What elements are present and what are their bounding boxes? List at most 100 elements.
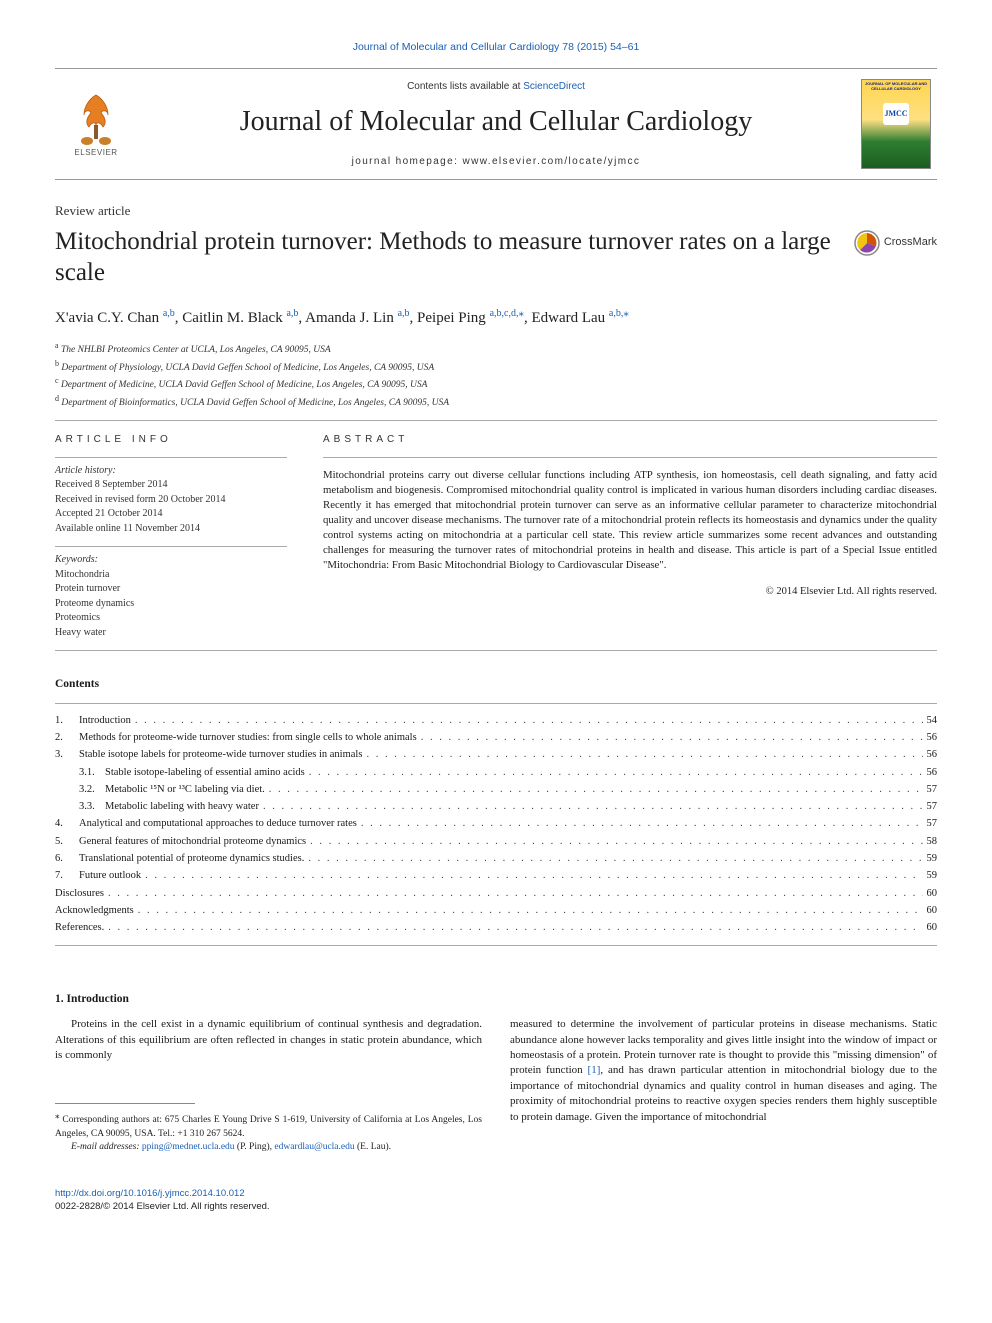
toc-row[interactable]: Acknowledgments 60 — [55, 902, 937, 919]
toc-text: Metabolic labeling with heavy water — [105, 798, 259, 815]
author: Caitlin M. Black a,b — [182, 310, 298, 326]
toc-text: Stable isotope labels for proteome-wide … — [79, 746, 362, 763]
article-info-block: article info Article history: Received 8… — [55, 433, 287, 640]
keyword: Heavy water — [55, 626, 287, 641]
toc-page: 56 — [923, 729, 938, 746]
ref-link-1[interactable]: [1] — [588, 1064, 601, 1076]
email-link[interactable]: edwardlau@ucla.edu — [274, 1142, 354, 1152]
table-of-contents: 1.Introduction 54 2.Methods for proteome-… — [55, 712, 937, 937]
homepage-url[interactable]: www.elsevier.com/locate/yjmcc — [462, 156, 640, 167]
page-footer: http://dx.doi.org/10.1016/j.yjmcc.2014.1… — [55, 1188, 937, 1214]
toc-row[interactable]: 3.3.Metabolic labeling with heavy water5… — [55, 798, 937, 815]
toc-text: Introduction — [79, 712, 131, 729]
toc-row[interactable]: 3.2.Metabolic ¹⁵N or ¹³C labeling via di… — [55, 781, 937, 798]
toc-page: 54 — [923, 712, 938, 729]
article-title: Mitochondrial protein turnover: Methods … — [55, 226, 836, 289]
toc-text: Disclosures — [55, 885, 104, 902]
toc-text: Translational potential of proteome dyna… — [79, 850, 304, 867]
toc-row[interactable]: 6.Translational potential of proteome dy… — [55, 850, 937, 867]
divider — [55, 650, 937, 651]
toc-text: Analytical and computational approaches … — [79, 815, 357, 832]
toc-row[interactable]: 1.Introduction 54 — [55, 712, 937, 729]
toc-dots — [305, 764, 923, 781]
keywords-label: Keywords: — [55, 553, 287, 567]
toc-text: Metabolic ¹⁵N or ¹³C labeling via diet. — [105, 781, 265, 798]
author: Peipei Ping a,b,c,d,⁎ — [417, 310, 524, 326]
toc-page: 57 — [923, 781, 938, 798]
section-1-heading: 1. Introduction — [55, 992, 937, 1008]
toc-num: 7. — [55, 867, 79, 884]
footer-left: http://dx.doi.org/10.1016/j.yjmcc.2014.1… — [55, 1188, 270, 1214]
toc-dots — [304, 850, 922, 867]
toc-dots — [104, 885, 923, 902]
toc-num: 3.1. — [55, 764, 105, 781]
toc-row[interactable]: 4.Analytical and computational approache… — [55, 815, 937, 832]
history-item: Accepted 21 October 2014 — [55, 507, 287, 522]
affiliations: a The NHLBI Proteomics Center at UCLA, L… — [55, 340, 937, 410]
email-who: (E. Lau) — [357, 1142, 389, 1152]
toc-num: 3. — [55, 746, 79, 763]
toc-page: 56 — [923, 746, 938, 763]
toc-text: Acknowledgments — [55, 902, 134, 919]
keyword: Proteomics — [55, 611, 287, 626]
body-columns: Proteins in the cell exist in a dynamic … — [55, 1017, 937, 1154]
article-type: Review article — [55, 202, 937, 220]
footnotes: ⁎ Corresponding authors at: 675 Charles … — [55, 1109, 482, 1154]
toc-row[interactable]: Disclosures60 — [55, 885, 937, 902]
crossmark-label: CrossMark — [884, 235, 937, 250]
toc-page: 58 — [923, 833, 938, 850]
toc-text: Stable isotope-labeling of essential ami… — [105, 764, 305, 781]
toc-dots — [417, 729, 923, 746]
author: X'avia C.Y. Chan a,b — [55, 310, 175, 326]
toc-page: 59 — [923, 850, 938, 867]
toc-dots — [259, 798, 923, 815]
sciencedirect-link[interactable]: ScienceDirect — [523, 81, 585, 92]
email-link[interactable]: pping@mednet.ucla.edu — [142, 1142, 235, 1152]
divider — [55, 945, 937, 946]
intro-para-col1: Proteins in the cell exist in a dynamic … — [55, 1017, 482, 1063]
abstract-text: Mitochondrial proteins carry out diverse… — [323, 468, 937, 574]
toc-row[interactable]: References.60 — [55, 919, 937, 936]
contents-prefix: Contents lists available at — [407, 81, 523, 92]
toc-row[interactable]: 3.1.Stable isotope-labeling of essential… — [55, 764, 937, 781]
footnote-rule — [55, 1103, 195, 1104]
author: Edward Lau a,b,⁎ — [531, 310, 628, 326]
toc-text: References. — [55, 919, 104, 936]
divider — [323, 457, 937, 458]
toc-num: 1. — [55, 712, 79, 729]
homepage-label: journal homepage: — [352, 156, 463, 167]
keyword: Proteome dynamics — [55, 597, 287, 612]
toc-row[interactable]: 3.Stable isotope labels for proteome-wid… — [55, 746, 937, 763]
divider — [55, 703, 937, 704]
citation-header: Journal of Molecular and Cellular Cardio… — [55, 40, 937, 54]
publisher-logo[interactable]: ELSEVIER — [61, 85, 131, 163]
title-row: Mitochondrial protein turnover: Methods … — [55, 226, 937, 289]
abstract-heading: abstract — [323, 433, 937, 447]
email-addresses: E-mail addresses: pping@mednet.ucla.edu … — [55, 1141, 482, 1154]
abstract-copyright: © 2014 Elsevier Ltd. All rights reserved… — [323, 585, 937, 599]
history-item: Available online 11 November 2014 — [55, 522, 287, 537]
email-who: (P. Ping) — [237, 1142, 270, 1152]
toc-num: 3.3. — [55, 798, 105, 815]
journal-cover-thumb[interactable]: JOURNAL OF MOLECULAR AND CELLULAR CARDIO… — [861, 79, 931, 169]
meta-row: article info Article history: Received 8… — [55, 433, 937, 640]
history-item: Received 8 September 2014 — [55, 478, 287, 493]
toc-dots — [306, 833, 922, 850]
toc-dots — [134, 902, 923, 919]
toc-num: 2. — [55, 729, 79, 746]
toc-dots — [131, 712, 923, 729]
affiliation: a The NHLBI Proteomics Center at UCLA, L… — [55, 340, 937, 357]
corresp-text: Corresponding authors at: 675 Charles E … — [55, 1116, 482, 1139]
toc-num: 3.2. — [55, 781, 105, 798]
keyword: Mitochondria — [55, 568, 287, 583]
publisher-name: ELSEVIER — [74, 148, 117, 159]
doi-link[interactable]: http://dx.doi.org/10.1016/j.yjmcc.2014.1… — [55, 1188, 245, 1199]
toc-row[interactable]: 5.General features of mitochondrial prot… — [55, 833, 937, 850]
crossmark-badge[interactable]: CrossMark — [854, 230, 937, 256]
cover-thumb-logo: JMCC — [883, 103, 909, 125]
toc-page: 60 — [923, 902, 938, 919]
author: Amanda J. Lin a,b — [305, 310, 409, 326]
cover-thumb-title: JOURNAL OF MOLECULAR AND CELLULAR CARDIO… — [862, 80, 930, 93]
toc-row[interactable]: 2.Methods for proteome-wide turnover stu… — [55, 729, 937, 746]
toc-row[interactable]: 7.Future outlook59 — [55, 867, 937, 884]
